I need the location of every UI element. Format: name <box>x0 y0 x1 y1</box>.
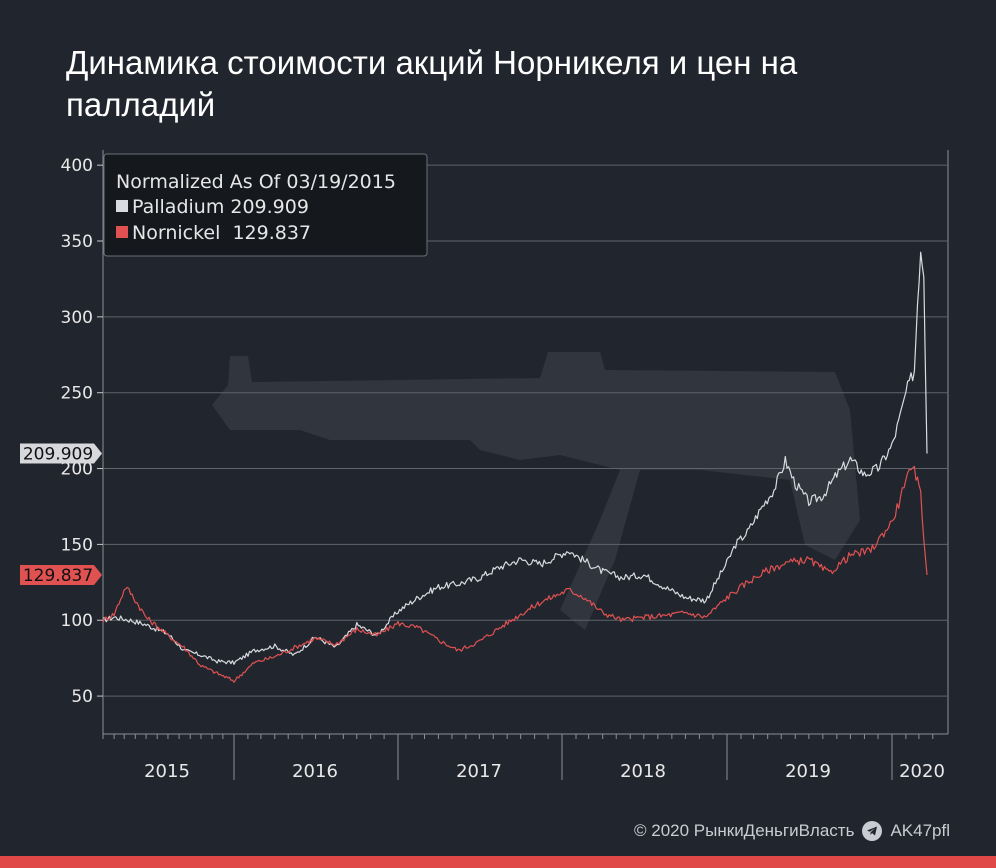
x-tick-label: 2015 <box>144 761 190 782</box>
legend-entry-palladium: Palladium 209.909 <box>132 196 309 218</box>
x-tick-label: 2019 <box>785 761 831 782</box>
y-tick-label: 200 <box>61 460 93 480</box>
x-axis: 2015 2016 2017 2018 2019 2020 <box>102 734 945 782</box>
y-tick-label: 50 <box>71 687 93 707</box>
y-tick-label: 300 <box>61 308 93 328</box>
series-layer <box>102 251 928 683</box>
y-axis: 50 100 150 200 250 300 350 400 <box>61 156 103 707</box>
last-value-tags: 209.909 129.837 <box>20 443 102 586</box>
series-line-nornickel <box>102 465 928 683</box>
chart-title: Динамика стоимости акций Норникеля и цен… <box>66 44 798 123</box>
x-tick-label: 2017 <box>456 761 502 782</box>
last-value-tag-nornickel: 129.837 <box>20 564 102 586</box>
copyright-text: © 2020 РынкиДеньгиВласть <box>634 821 855 840</box>
footer: © 2020 РынкиДеньгиВласть AK47pfl <box>634 821 950 841</box>
last-value-tag-text: 129.837 <box>23 566 93 586</box>
telegram-icon <box>862 821 883 841</box>
channel-name[interactable]: AK47pfl <box>890 821 950 840</box>
last-value-tag-palladium: 209.909 <box>20 443 102 465</box>
y-tick-label: 400 <box>61 156 93 176</box>
plot-frame <box>102 150 949 735</box>
x-tick-label: 2016 <box>292 761 338 782</box>
rifle-watermark-icon <box>212 352 860 630</box>
series-line-palladium <box>102 251 928 665</box>
x-tick-label: 2018 <box>620 761 666 782</box>
y-tick-label: 350 <box>61 232 93 252</box>
legend-swatch-nornickel <box>116 226 128 238</box>
x-tick-label: 2020 <box>899 761 945 782</box>
legend-swatch-palladium <box>116 200 128 212</box>
y-tick-label: 150 <box>61 535 93 555</box>
grid-lines <box>103 164 948 697</box>
y-tick-label: 250 <box>61 384 93 404</box>
y-tick-label: 100 <box>61 611 93 631</box>
legend: Normalized As Of 03/19/2015 Palladium 20… <box>103 153 428 257</box>
last-value-tag-text: 209.909 <box>23 445 93 465</box>
legend-header: Normalized As Of 03/19/2015 <box>116 171 396 193</box>
bottom-accent-bar <box>0 856 996 868</box>
legend-entry-nornickel: Nornickel 129.837 <box>132 222 311 244</box>
